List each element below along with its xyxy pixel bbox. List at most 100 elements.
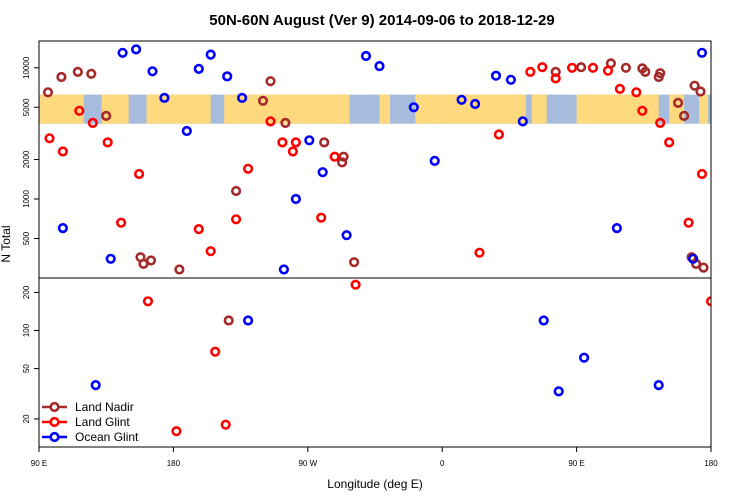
point-land-nadir: [338, 151, 349, 162]
point-ocean-glint: [374, 60, 385, 72]
x-tick-label: 90 E: [31, 459, 47, 468]
point-land-nadir: [257, 95, 269, 106]
point-land-glint: [602, 65, 614, 76]
world-map-band: [39, 94, 711, 124]
point-land-glint: [193, 224, 204, 235]
point-land-glint: [631, 87, 642, 98]
point-land-nadir: [672, 97, 684, 108]
point-land-glint: [44, 133, 55, 144]
legend-label-ocean-glint: Ocean Glint: [75, 430, 139, 444]
point-ocean-glint: [159, 92, 170, 103]
y-tick-label: 5000: [22, 98, 31, 116]
point-ocean-glint: [696, 47, 708, 58]
point-land-glint: [350, 279, 361, 290]
point-land-glint: [683, 217, 694, 228]
point-land-nadir: [319, 137, 330, 148]
point-ocean-glint: [517, 116, 528, 127]
upper-panel-points: [42, 44, 735, 275]
point-ocean-glint: [429, 155, 440, 166]
point-land-nadir: [620, 62, 632, 73]
point-ocean-glint: [470, 98, 481, 110]
point-land-glint: [290, 137, 302, 148]
point-land-nadir: [695, 86, 706, 97]
point-land-glint: [205, 246, 216, 257]
y-tick-label: 200: [22, 285, 31, 299]
point-land-glint: [171, 426, 182, 437]
legend-label-land-nadir: Land Nadir: [75, 400, 134, 414]
point-ocean-glint: [90, 380, 101, 391]
point-land-glint: [316, 212, 327, 223]
point-land-glint: [550, 73, 561, 84]
point-ocean-glint: [687, 253, 699, 264]
point-ocean-glint: [360, 50, 372, 62]
point-ocean-glint: [553, 386, 564, 397]
point-ocean-glint: [278, 264, 290, 275]
point-land-glint: [115, 217, 127, 228]
point-ocean-glint: [505, 74, 517, 85]
plot-frame: [38, 40, 712, 448]
legend-label-land-glint: Land Glint: [75, 415, 130, 429]
map-land-mass: [531, 94, 547, 124]
point-ocean-glint: [304, 135, 315, 146]
y-tick-label: 100: [22, 323, 31, 337]
map-land-mass: [415, 94, 443, 124]
point-land-glint: [210, 346, 221, 357]
x-tick-label: 90 W: [298, 459, 317, 468]
legend-marker-ocean-glint: [49, 431, 60, 443]
point-land-nadir: [101, 110, 112, 121]
legend-marker-land-nadir: [49, 401, 60, 413]
x-tick-label: 180: [167, 459, 181, 468]
point-ocean-glint: [131, 44, 142, 55]
point-land-glint: [637, 105, 648, 116]
point-ocean-glint: [117, 47, 128, 58]
point-land-nadir: [72, 66, 83, 77]
point-land-glint: [231, 214, 242, 225]
point-ocean-glint: [653, 380, 664, 391]
point-land-glint: [705, 296, 711, 307]
point-land-glint: [664, 137, 675, 148]
point-land-glint: [74, 105, 85, 116]
point-land-glint: [220, 419, 231, 430]
point-ocean-glint: [456, 94, 467, 105]
point-land-nadir: [640, 66, 651, 77]
x-axis-label: Longitude (deg E): [327, 477, 422, 491]
point-land-glint: [87, 117, 98, 128]
chart-title: 50N-60N August (Ver 9) 2014-09-06 to 201…: [209, 12, 554, 29]
point-ocean-glint: [578, 352, 590, 363]
point-land-glint: [134, 168, 145, 180]
point-land-glint: [277, 137, 288, 148]
y-tick-label: 10000: [22, 56, 31, 79]
point-land-glint: [537, 62, 548, 73]
point-ocean-glint: [611, 223, 623, 234]
point-land-nadir: [689, 80, 700, 91]
y-tick-label: 20: [22, 414, 31, 423]
map-land-mass: [146, 94, 211, 124]
point-ocean-glint: [105, 253, 116, 264]
point-land-nadir: [56, 71, 67, 83]
x-tick-label: 180: [704, 459, 718, 468]
point-land-glint: [102, 137, 113, 148]
point-ocean-glint: [147, 66, 158, 77]
point-ocean-glint: [57, 223, 69, 234]
point-land-glint: [525, 66, 536, 77]
lower-panel-points: [90, 279, 711, 437]
y-tick-label: 2000: [22, 150, 31, 168]
point-ocean-glint: [243, 315, 254, 326]
y-tick-label: 1000: [22, 190, 31, 208]
point-land-glint: [142, 296, 154, 307]
point-land-nadir: [231, 185, 242, 197]
point-land-nadir: [655, 68, 666, 79]
map-land-mass: [379, 94, 390, 124]
point-land-nadir: [86, 68, 97, 79]
point-ocean-glint: [710, 47, 711, 52]
y-tick-label: 50: [22, 364, 31, 373]
point-ocean-glint: [727, 68, 735, 76]
point-land-glint: [696, 168, 708, 180]
point-ocean-glint: [490, 70, 502, 81]
map-land-mass: [442, 94, 526, 124]
point-land-nadir: [145, 255, 157, 266]
point-land-glint: [655, 117, 666, 128]
point-ocean-glint: [538, 315, 549, 326]
point-land-glint: [287, 146, 299, 157]
